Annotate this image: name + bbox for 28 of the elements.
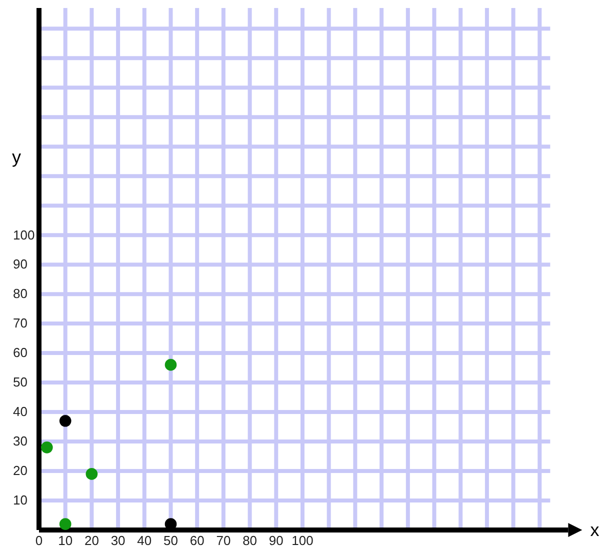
point xyxy=(59,518,72,530)
y-axis-title: y xyxy=(12,147,21,167)
x-tick-label: 100 xyxy=(292,533,314,548)
point xyxy=(86,468,98,480)
point xyxy=(40,442,53,454)
x-tick-label: 50 xyxy=(164,533,178,548)
x-tick-label: 80 xyxy=(242,533,258,548)
point xyxy=(164,358,177,371)
x-tick-label: 90 xyxy=(268,533,284,548)
x-tick-label: 30 xyxy=(110,533,126,548)
x-tick-label: 70 xyxy=(216,533,231,548)
y-tick-label: 60 xyxy=(13,345,28,360)
y-tick-label: 20 xyxy=(13,463,28,478)
y-tick-label: 70 xyxy=(13,316,28,331)
y-tick-label: 100 xyxy=(13,227,35,242)
x-tick-label: 40 xyxy=(137,533,152,548)
y-tick-label: 10 xyxy=(13,492,28,508)
x-tick-label: 60 xyxy=(190,533,204,548)
x-tick-label: 0 xyxy=(35,533,43,548)
point xyxy=(59,414,72,427)
x-tick-label: 20 xyxy=(84,533,99,548)
x-tick-label: 10 xyxy=(58,533,73,548)
y-tick-label: 90 xyxy=(13,256,28,272)
x-axis-title: x xyxy=(590,520,600,540)
y-tick-label: 50 xyxy=(13,374,28,390)
y-tick-label: 30 xyxy=(13,434,28,449)
y-tick-label: 40 xyxy=(13,404,28,420)
y-tick-label: 80 xyxy=(13,286,28,302)
